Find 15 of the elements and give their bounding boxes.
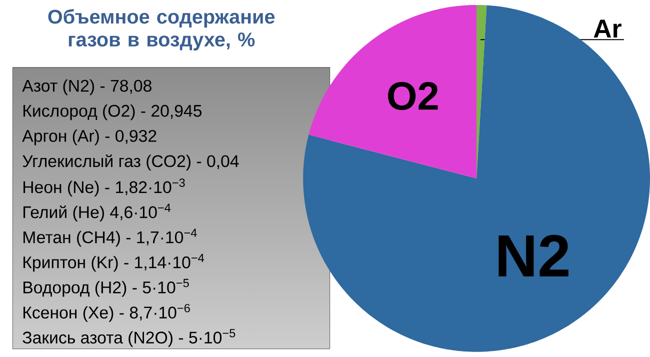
text: Ксенон (Xe) - 8,7·10$^{−6}$ <box>24 304 190 322</box>
text: Кислород (O2) - 20,945 <box>24 104 202 120</box>
text: Аргон (Ar) - 0,932 <box>22 130 156 146</box>
text: Метан (CH4) - 1,7·10$^{−4}$ <box>24 228 197 247</box>
text: Криптон (Kr) - 1,14·10$^{−4}$ <box>24 254 204 272</box>
text: Объемное содержание газов в воздухе, % <box>48 9 275 51</box>
slice-label: Ar <box>594 20 622 38</box>
slice-label: O2 <box>388 82 438 110</box>
text: Гелий (He) 4,6·10$^{−4}$ <box>24 204 171 222</box>
text: Неон (Ne) - 1,82·10$^{−3}$ <box>24 178 185 197</box>
text: Водород (H2) - 5·10$^{−5}$ <box>24 279 189 297</box>
text: Азот (N2) - 78,08 <box>22 79 152 96</box>
text: Углекислый газ (CO2) - 0,04 <box>22 154 239 171</box>
text: Закись азота (N2O) - 5·10$^{−5}$ <box>22 329 236 347</box>
slice-label: N2 <box>498 234 568 276</box>
